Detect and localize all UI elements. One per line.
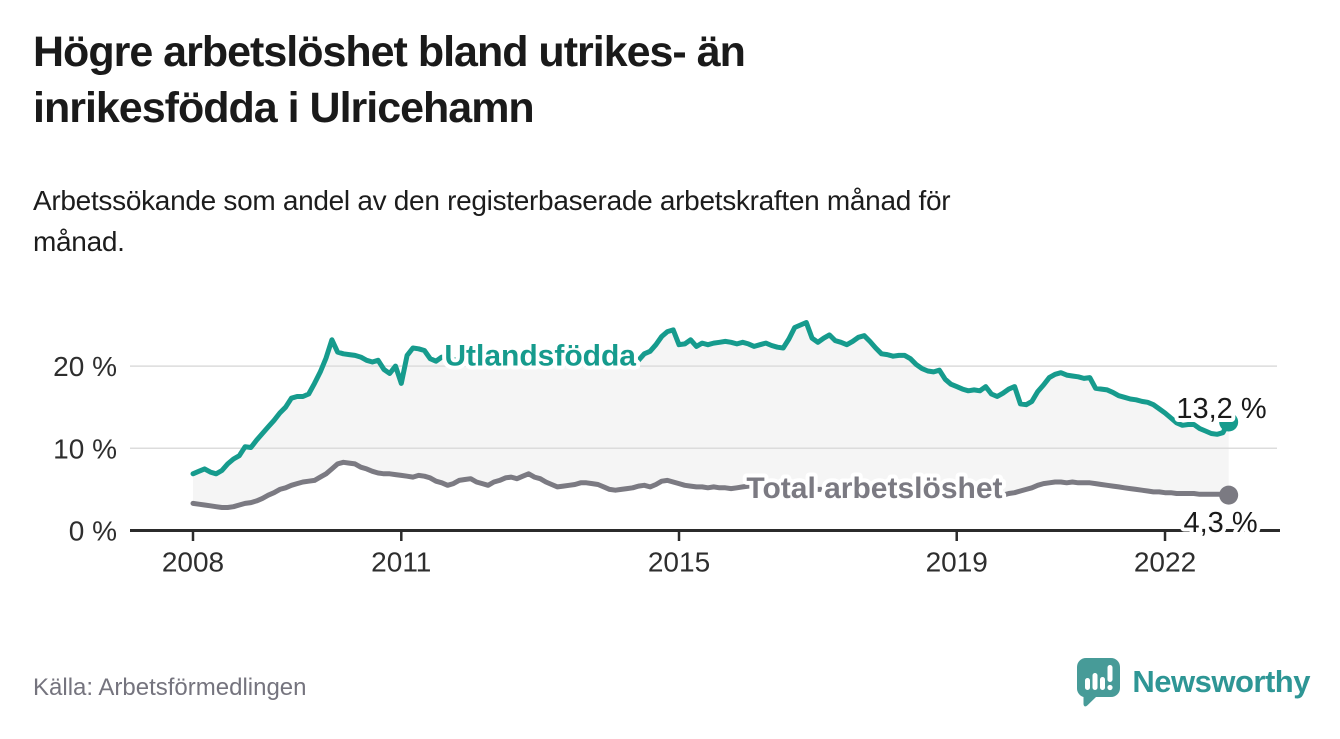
x-tick-label-2008: 2008: [162, 547, 224, 578]
series-inline-label-1: Total arbetslöshet: [746, 472, 1002, 505]
chart-subtitle: Arbetssökande som andel av den registerb…: [33, 180, 1253, 262]
chart-subtitle-line2: månad.: [33, 226, 125, 257]
source-note: Källa: Arbetsförmedlingen: [33, 674, 307, 701]
x-tick-label-2019: 2019: [926, 547, 988, 578]
logo-bar-2: [1092, 673, 1098, 690]
series-end-dot-1: [1219, 485, 1239, 505]
series-line-1: [190, 459, 1232, 510]
logo-exclamation-dot: [1107, 684, 1113, 691]
y-tick-label-0: 0 %: [69, 516, 117, 547]
chart-title-line1: Högre arbetslöshet bland utrikes- än: [33, 28, 746, 76]
x-tick-label-2015: 2015: [648, 547, 710, 578]
newsworthy-logo-icon: [1077, 658, 1121, 707]
logo-speech-bubble: [1077, 658, 1121, 707]
chart-title-line2: inrikesfödda i Ulricehamn: [33, 84, 535, 132]
series-end-value-1: 4,3 %: [1183, 507, 1257, 539]
band-fill-between-series: [193, 322, 1229, 508]
series-end-value-0: 13,2 %: [1176, 393, 1266, 425]
logo-exclamation-bar: [1107, 665, 1113, 682]
chart-title: Högre arbetslöshet bland utrikes- än inr…: [33, 24, 1213, 136]
series-end-dot-0: [1219, 412, 1239, 432]
brand-name: Newsworthy: [1132, 664, 1310, 699]
series-line-0: [190, 320, 1232, 477]
x-tick-label-2011: 2011: [371, 547, 431, 578]
x-tick-label-2022: 2022: [1134, 547, 1196, 578]
y-tick-label-10: 10 %: [53, 433, 117, 464]
brand-lockup: Newsworthy: [1076, 656, 1310, 708]
chart-subtitle-line1: Arbetssökande som andel av den registerb…: [33, 185, 951, 216]
logo-bar-1: [1085, 678, 1091, 690]
logo-bar-3: [1100, 677, 1106, 690]
y-tick-label-20: 20 %: [53, 351, 117, 382]
series-inline-label-0: Utlandsfödda: [444, 339, 636, 372]
